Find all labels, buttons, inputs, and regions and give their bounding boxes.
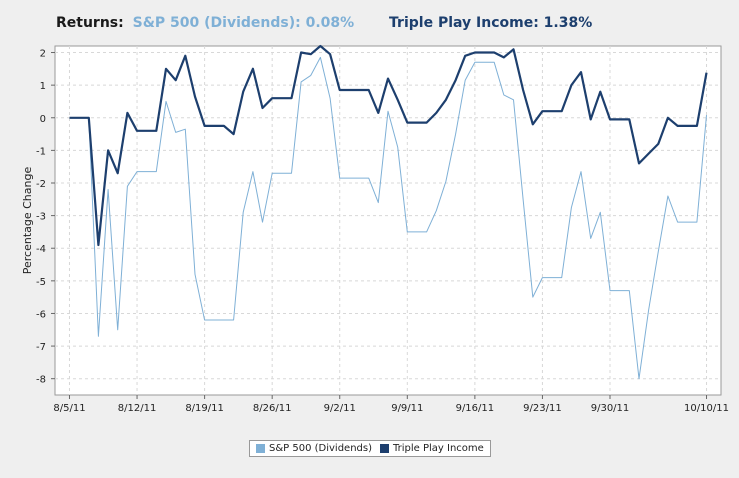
- legend-label-sp500: S&P 500 (Dividends): [269, 443, 372, 454]
- x-tick-label: 9/16/11: [456, 403, 495, 414]
- x-tick-label: 8/12/11: [118, 403, 157, 414]
- y-tick-label: -8: [36, 375, 46, 386]
- y-tick-label: 2: [40, 49, 46, 60]
- series-line-sp: [69, 56, 707, 380]
- sp500-return-text: S&P 500 (Dividends): 0.08%: [132, 15, 355, 31]
- legend-item-triple-play: Triple Play Income: [380, 443, 484, 454]
- legend-item-sp500: S&P 500 (Dividends): [256, 443, 372, 454]
- x-tick-label: 8/5/11: [53, 403, 85, 414]
- x-tick-label: 9/9/11: [391, 403, 423, 414]
- y-tick-label: -3: [36, 212, 46, 223]
- legend-swatch-sp500: [256, 444, 265, 453]
- x-tick-label: 9/30/11: [591, 403, 630, 414]
- y-tick-label: -1: [36, 146, 46, 157]
- legend-swatch-triple-play: [380, 444, 389, 453]
- x-tick-label: 8/19/11: [185, 403, 224, 414]
- y-tick-label: -4: [36, 244, 46, 255]
- y-tick-label: -2: [36, 179, 46, 190]
- series-line-tp: [69, 44, 708, 247]
- x-tick-label: 8/26/11: [253, 403, 292, 414]
- plot-area: [54, 45, 722, 396]
- returns-label: Returns:: [56, 15, 124, 31]
- y-tick-label: -7: [36, 342, 46, 353]
- y-axis-label: Percentage Change: [21, 167, 34, 275]
- y-tick-label: -6: [36, 309, 46, 320]
- chart-legend: S&P 500 (Dividends) Triple Play Income: [249, 440, 491, 457]
- y-tick-label: 1: [40, 81, 46, 92]
- x-tick-label: 9/23/11: [523, 403, 562, 414]
- y-tick-label: -5: [36, 277, 46, 288]
- x-tick-label: 10/10/11: [684, 403, 729, 414]
- y-tick-label: 0: [40, 114, 46, 125]
- triple-play-return-text: Triple Play Income: 1.38%: [389, 15, 593, 31]
- legend-label-triple-play: Triple Play Income: [393, 443, 484, 454]
- returns-header: Returns: S&P 500 (Dividends): 0.08% Trip…: [56, 15, 592, 31]
- x-tick-label: 9/2/11: [324, 403, 356, 414]
